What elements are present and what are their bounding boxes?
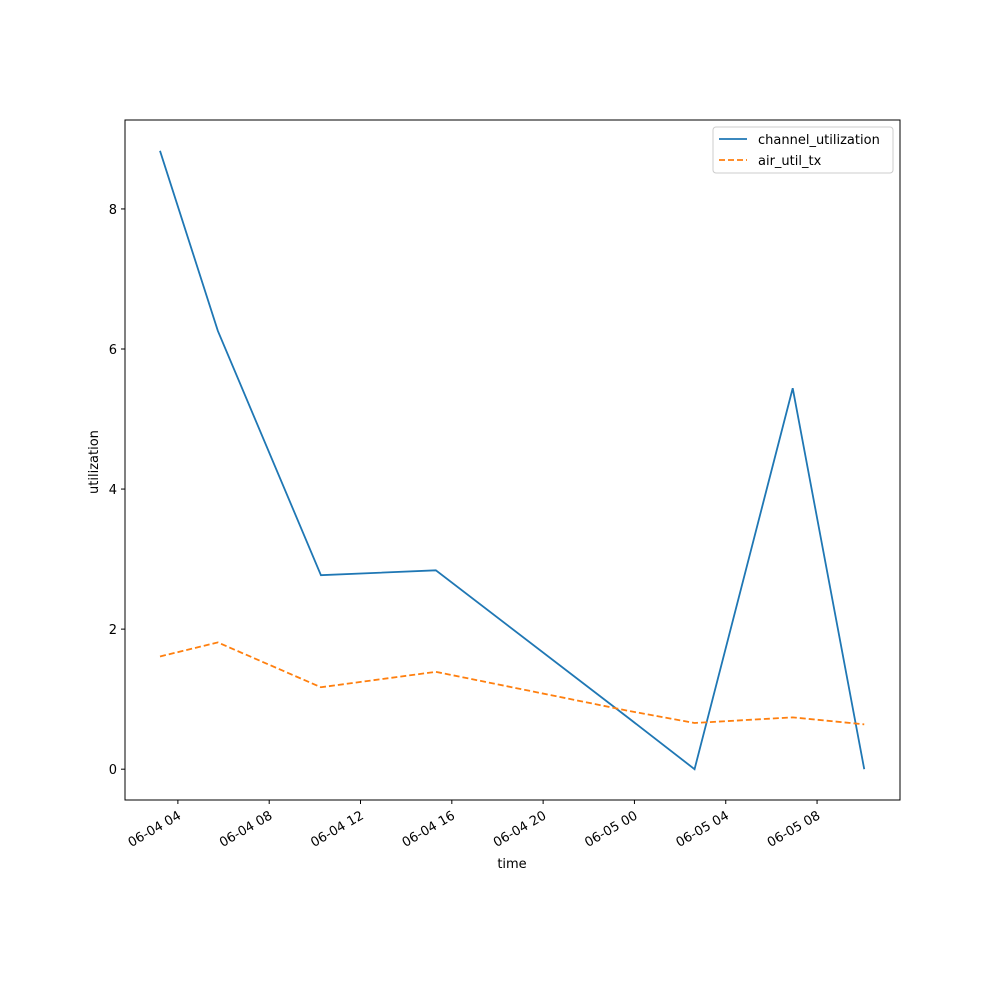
- x-tick-label: 06-05 00: [582, 808, 640, 850]
- legend-box: [712, 126, 894, 174]
- data-line: [159, 641, 865, 726]
- y-tick-label: 4: [109, 483, 117, 498]
- x-tick-label: 06-04 16: [400, 808, 458, 850]
- y-axis-label: utilization: [87, 430, 102, 494]
- y-tick-label: 2: [109, 623, 117, 638]
- legend-label: air_util_tx: [758, 154, 822, 169]
- y-tick-label: 8: [109, 203, 117, 218]
- x-axis-label: time: [497, 857, 526, 872]
- y-tick-label: 0: [109, 763, 117, 778]
- y-tick-label: 6: [109, 343, 117, 358]
- plot-frame: [124, 119, 901, 801]
- legend-label: channel_utilization: [758, 133, 880, 148]
- x-tick-label: 06-04 12: [308, 808, 366, 850]
- x-tick-label: 06-04 08: [217, 808, 275, 850]
- x-tick-label: 06-05 08: [765, 808, 823, 850]
- data-line: [159, 150, 866, 771]
- x-tick-label: 06-05 04: [674, 808, 732, 850]
- x-tick-label: 06-04 04: [126, 808, 184, 850]
- x-tick-label: 06-04 20: [491, 808, 549, 850]
